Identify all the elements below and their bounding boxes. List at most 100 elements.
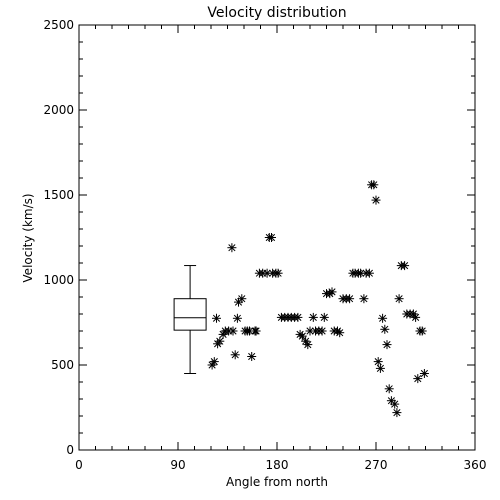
data-point bbox=[369, 180, 379, 190]
data-point bbox=[293, 312, 303, 322]
data-point-stroke bbox=[302, 337, 310, 345]
data-point-stroke bbox=[418, 327, 426, 335]
y-tick-label: 1500 bbox=[43, 188, 74, 202]
y-tick-label: 0 bbox=[66, 443, 74, 457]
data-point-stroke bbox=[210, 358, 218, 366]
data-point bbox=[382, 340, 392, 350]
data-point bbox=[380, 324, 390, 334]
data-point-stroke bbox=[228, 244, 236, 252]
data-point-stroke bbox=[365, 269, 373, 277]
data-point bbox=[319, 312, 329, 322]
data-point-stroke bbox=[393, 409, 401, 417]
data-point-stroke bbox=[233, 314, 241, 322]
x-tick-label: 360 bbox=[464, 458, 487, 472]
data-point-stroke bbox=[372, 196, 380, 204]
data-point bbox=[417, 326, 427, 336]
data-point-stroke bbox=[309, 313, 317, 321]
data-point bbox=[359, 294, 369, 304]
x-tick-label: 270 bbox=[365, 458, 388, 472]
data-point bbox=[327, 287, 337, 297]
data-point bbox=[303, 340, 313, 350]
data-point bbox=[308, 312, 318, 322]
data-point bbox=[419, 369, 429, 378]
data-point-stroke bbox=[346, 295, 354, 303]
boxplot-box bbox=[173, 298, 207, 331]
data-point-stroke bbox=[383, 341, 391, 349]
y-axis-label: Velocity (km/s) bbox=[21, 193, 35, 282]
data-point bbox=[215, 336, 225, 346]
y-tick-label: 500 bbox=[51, 358, 74, 372]
data-point bbox=[273, 268, 283, 278]
y-tick-label: 2000 bbox=[43, 103, 74, 117]
data-point bbox=[245, 326, 254, 336]
data-point bbox=[375, 363, 385, 373]
data-point bbox=[251, 326, 261, 336]
data-point bbox=[411, 312, 421, 322]
data-point bbox=[335, 328, 345, 338]
y-tick-label: 1000 bbox=[43, 273, 74, 287]
data-point-stroke bbox=[414, 375, 422, 383]
data-points bbox=[207, 180, 429, 418]
data-point bbox=[209, 357, 219, 367]
y-tick-label: 2500 bbox=[43, 18, 74, 32]
data-point bbox=[400, 261, 410, 271]
data-point bbox=[394, 294, 404, 304]
data-point-stroke bbox=[328, 288, 336, 296]
axis-ticks: 0 90 180 270 360 0 500 1000 1500 2000 2500 bbox=[43, 18, 486, 472]
data-point bbox=[297, 331, 307, 341]
data-point bbox=[392, 408, 402, 418]
data-point-stroke bbox=[336, 329, 344, 337]
data-point bbox=[247, 352, 257, 361]
data-point-stroke bbox=[391, 400, 399, 408]
data-point bbox=[371, 195, 381, 205]
data-point-stroke bbox=[245, 327, 254, 335]
data-point-stroke bbox=[267, 233, 276, 242]
data-point-stroke bbox=[294, 313, 302, 321]
plot-frame bbox=[78, 24, 476, 451]
data-point-stroke bbox=[395, 295, 403, 303]
data-point-stroke bbox=[357, 269, 365, 277]
data-point-stroke bbox=[381, 325, 389, 333]
data-point bbox=[378, 313, 388, 323]
data-point bbox=[228, 326, 238, 336]
x-axis-label: Angle from north bbox=[226, 475, 328, 489]
data-point-stroke bbox=[385, 385, 393, 393]
data-point-stroke bbox=[212, 314, 221, 322]
data-point-stroke bbox=[420, 369, 428, 378]
data-point-stroke bbox=[320, 313, 328, 321]
data-point-stroke bbox=[216, 337, 224, 345]
data-point bbox=[230, 350, 240, 360]
data-point-stroke bbox=[401, 262, 409, 270]
data-point bbox=[373, 357, 383, 367]
data-point-stroke bbox=[360, 295, 368, 303]
data-point-stroke bbox=[376, 364, 384, 372]
boxplot bbox=[173, 265, 207, 374]
data-point-stroke bbox=[370, 181, 378, 189]
data-point-stroke bbox=[238, 295, 246, 303]
data-point-stroke bbox=[252, 327, 260, 335]
data-point bbox=[317, 326, 327, 336]
x-tick-label: 90 bbox=[170, 458, 185, 472]
data-point bbox=[267, 233, 276, 242]
x-tick-label: 0 bbox=[75, 458, 83, 472]
data-point-stroke bbox=[379, 314, 387, 322]
data-point-stroke bbox=[263, 269, 271, 277]
data-point-stroke bbox=[374, 358, 382, 366]
data-point bbox=[232, 313, 242, 323]
data-point bbox=[212, 313, 221, 323]
data-point-stroke bbox=[306, 327, 314, 335]
plot-border bbox=[78, 24, 476, 451]
data-point-stroke bbox=[298, 332, 306, 340]
data-point bbox=[364, 268, 374, 278]
data-point bbox=[227, 243, 237, 253]
x-tick-label: 180 bbox=[266, 458, 289, 472]
data-point-stroke bbox=[409, 310, 417, 318]
data-point bbox=[413, 374, 423, 384]
data-point bbox=[384, 384, 394, 394]
data-point-stroke bbox=[231, 351, 239, 359]
data-point-stroke bbox=[248, 352, 256, 361]
chart-title: Velocity distribution bbox=[207, 5, 346, 21]
data-point-stroke bbox=[304, 341, 312, 349]
data-point-stroke bbox=[318, 327, 326, 335]
